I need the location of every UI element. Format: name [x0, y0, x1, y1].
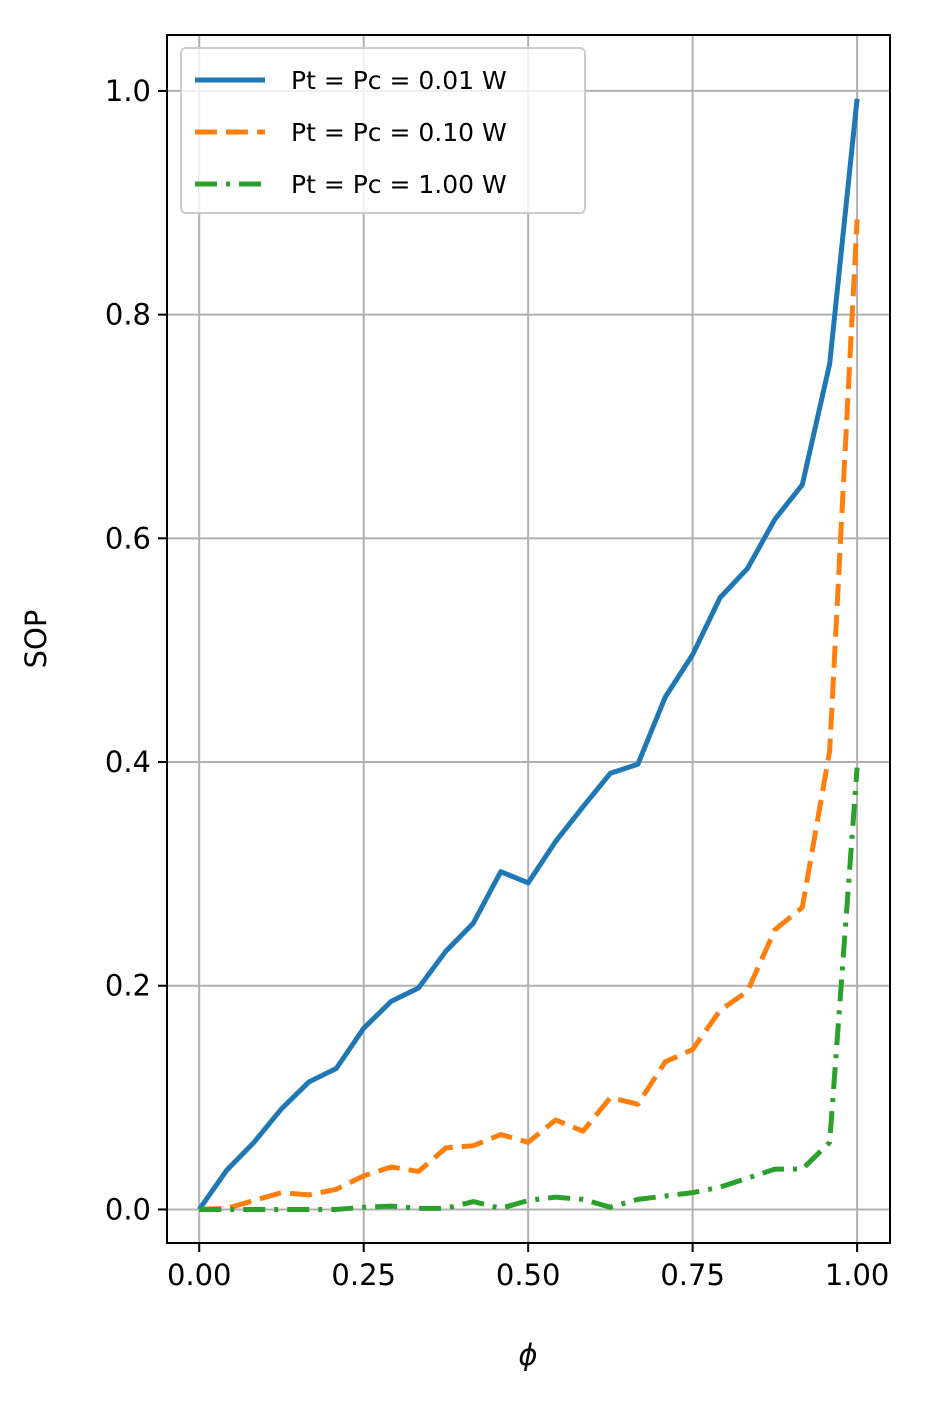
- x-tick-label: 0.25: [331, 1258, 396, 1292]
- y-axis-label: SOP: [19, 610, 53, 669]
- y-tick-label: 0.2: [105, 969, 151, 1003]
- legend-box: [180, 47, 586, 214]
- legend-label: Pt = Pc = 0.01 W: [291, 66, 507, 95]
- y-tick-label: 1.0: [105, 74, 151, 108]
- series-line: [199, 219, 860, 1212]
- y-tick-label: 0.0: [105, 1192, 151, 1226]
- y-tick-label: 0.4: [105, 745, 151, 779]
- y-tick-label: 0.6: [105, 521, 151, 555]
- x-tick-label: 0.75: [660, 1258, 725, 1292]
- legend-label: Pt = Pc = 0.10 W: [291, 118, 507, 147]
- x-tick-label: 0.00: [167, 1258, 232, 1292]
- y-tick-label: 0.8: [105, 298, 151, 332]
- x-tick-label: 0.50: [496, 1258, 561, 1292]
- legend-label: Pt = Pc = 1.00 W: [291, 170, 507, 199]
- series-line: [199, 767, 860, 1212]
- x-tick-label: 1.00: [825, 1258, 890, 1292]
- x-axis-label: ϕ: [518, 1338, 537, 1372]
- series-line: [197, 98, 860, 1211]
- plot-frame: [166, 34, 891, 1244]
